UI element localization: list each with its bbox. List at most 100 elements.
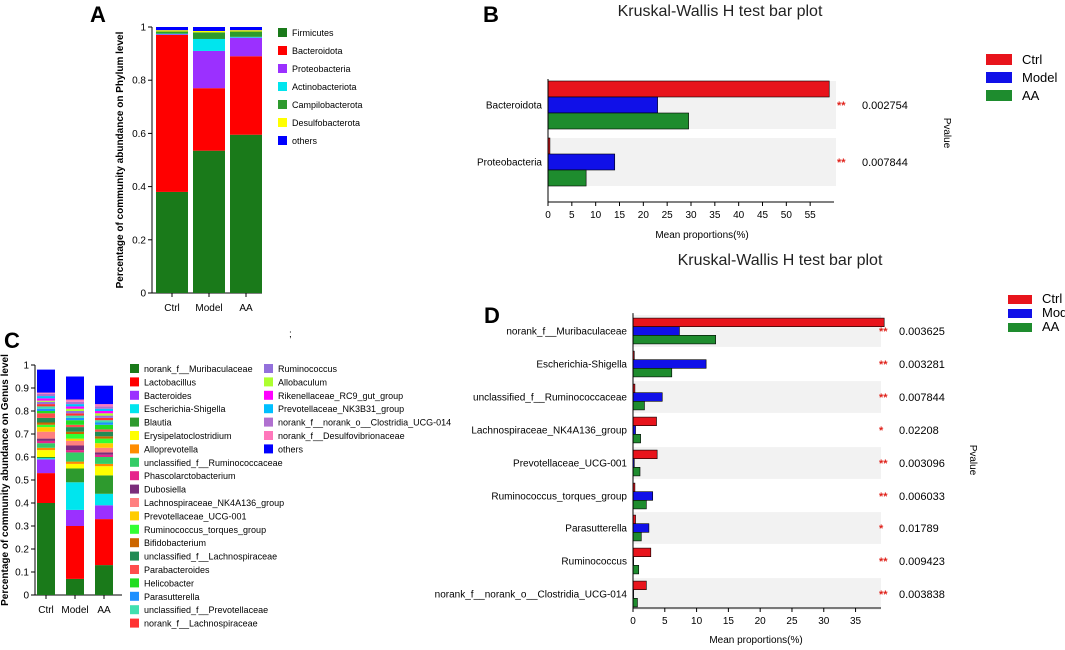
chart-d-x-tick-label: 15 (723, 616, 735, 627)
chart-c-legend-label-ruminococcus: Ruminococcus (278, 364, 338, 374)
chart-d-significance: ** (879, 491, 888, 503)
chart-b-x-tick-label: 50 (781, 210, 793, 221)
chart-c-legend-swatch-others (264, 444, 273, 454)
chart-c-legend-swatch-bifidobacterium (130, 538, 139, 548)
chart-a-legend-swatch-campilobacterota (278, 100, 287, 109)
chart-c-y-tick-label: 1 (23, 361, 29, 372)
panel-letter-a: A (90, 2, 106, 27)
chart-a-bar-aa-others (230, 27, 262, 31)
chart-d-legend-swatch-aa (1008, 323, 1032, 332)
chart-c-bar-ctrl-ruminococcus-torques-group (37, 424, 55, 428)
chart-c-legend-label-unclassified-f-ruminococcaceae: unclassified_f__Ruminococcaceae (144, 458, 283, 468)
chart-a-legend-swatch-bacteroidota (278, 46, 287, 55)
chart-c-bar-model-parasutterella (66, 417, 84, 421)
chart-c-bar-model-lactobacillus (66, 526, 84, 579)
chart-c-y-tick-label: 0.2 (15, 545, 29, 556)
chart-b-x-tick-label: 55 (805, 210, 817, 221)
chart-a-bar-aa-proteobacteria (230, 37, 262, 57)
chart-d-row-band (633, 381, 881, 413)
chart-b-x-tick-label: 15 (614, 210, 626, 221)
chart-d-category-label: norank_f__norank_o__Clostridia_UCG-014 (435, 590, 628, 601)
chart-c-bar-model-prevotellaceae-nk3b31-group (66, 404, 84, 407)
chart-b-legend-label-model: Model (1022, 70, 1058, 85)
chart-b-legend-label-ctrl: Ctrl (1022, 52, 1042, 67)
chart-d-significance: ** (879, 326, 888, 338)
chart-c-bar-model-bacteroides (66, 509, 84, 526)
chart-d-legend-label-aa: AA (1042, 319, 1060, 334)
chart-b-significance: ** (837, 100, 846, 112)
chart-c-x-tick-label: Model (61, 605, 88, 616)
chart-d-category-label: Ruminococcus (561, 557, 627, 568)
chart-c-bar-aa-dubosiella (95, 452, 113, 455)
chart-a-y-tick-label: 1 (140, 23, 146, 34)
chart-c-bar-ctrl-unclassified-f-lachnospiraceae (37, 417, 55, 423)
chart-c-bar-aa-allobaculum (95, 413, 113, 416)
chart-c-y-tick-label: 0.9 (15, 384, 29, 395)
chart-c-legend-label-alloprevotella: Alloprevotella (144, 444, 198, 454)
chart-d-pvalue: 0.003625 (899, 326, 945, 338)
chart-b-x-tick-label: 10 (590, 210, 602, 221)
chart-c-bar-model-norank-f-norank-o-clostridia-ucg-014 (66, 401, 84, 405)
chart-c-y-tick-label: 0.8 (15, 407, 29, 418)
chart-d-x-tick-label: 10 (691, 616, 703, 627)
chart-d-bar-ruminococcus-aa (632, 564, 640, 575)
chart-a-bar-ctrl-proteobacteria (156, 34, 188, 35)
chart-c-bar-aa-unclassified-f-lachnospiraceae (95, 431, 113, 437)
chart-c-y-tick-label: 0.3 (15, 522, 29, 533)
chart-c-legend-swatch-erysipelatoclostridium (130, 431, 139, 440)
chart-d-x-tick-label: 30 (818, 616, 830, 627)
chart-a-bar-ctrl-others (156, 27, 188, 31)
chart-d-x-tick-label: 5 (662, 616, 668, 627)
chart-b-x-tick-label: 5 (569, 210, 575, 221)
chart-c-legend-label-lactobacillus: Lactobacillus (144, 377, 197, 387)
chart-a-legend-swatch-others (278, 136, 287, 145)
chart-c-bar-model-ruminococcus-torques-group (66, 434, 84, 439)
chart-c-legend-label-unclassified-f-lachnospiraceae: unclassified_f__Lachnospiraceae (144, 552, 277, 562)
chart-a-bar-model-bacteroidota (193, 88, 225, 151)
chart-c-legend-label-allobaculum: Allobaculum (278, 377, 327, 387)
chart-a-legend-swatch-desulfobacterota (278, 118, 287, 127)
chart-c-legend-label-lachnospiraceae-nk4a136-group: Lachnospiraceae_NK4A136_group (144, 498, 284, 508)
chart-c-y-tick-label: 0.5 (15, 476, 29, 487)
chart-c-legend-label-prevotellaceae-ucg-001: Prevotellaceae_UCG-001 (144, 511, 247, 521)
chart-a-legend-label-proteobacteria: Proteobacteria (292, 64, 351, 74)
chart-d-row-band (633, 578, 881, 610)
chart-d-pvalue: 0.007844 (899, 392, 945, 404)
chart-c-legend-label-blautia: Blautia (144, 418, 172, 428)
chart-b-pvalue: 0.002754 (862, 100, 908, 112)
chart-c-bar-model-alloprevotella (66, 461, 84, 464)
chart-d-x-tick-label: 35 (850, 616, 862, 627)
chart-c-bar-aa-erysipelatoclostridium (95, 466, 113, 476)
chart-c-bar-ctrl-norank-f-norank-o-clostridia-ucg-014 (37, 393, 55, 397)
chart-c-legend-swatch-prevotellaceae-ucg-001 (130, 511, 139, 521)
chart-c-bar-model-phascolarctobacterium (66, 450, 84, 453)
chart-c-legend-swatch-ruminococcus (264, 364, 273, 373)
chart-b-x-label: Mean proportions(%) (655, 230, 748, 241)
chart-c-bar-aa-norank-f-muribaculaceae (95, 565, 113, 595)
chart-c-bar-aa-norank-f-norank-o-clostridia-ucg-014 (95, 406, 113, 409)
chart-a-y-tick-label: 0.2 (132, 235, 146, 246)
chart-a-y-tick-label: 0.6 (132, 129, 146, 140)
chart-d-category-label: unclassified_f__Ruminococcaceae (473, 393, 627, 404)
chart-c-x-tick-label: Ctrl (38, 605, 54, 616)
chart-d-row-band (633, 512, 881, 544)
chart-c-y-label: Percentage of community abundance on Gen… (0, 354, 11, 606)
chart-d-category-label: Escherichia-Shigella (536, 360, 627, 371)
chart-c-legend-label-norank-f-lachnospiraceae: norank_f__Lachnospiraceae (144, 619, 258, 629)
chart-c-legend-swatch-lactobacillus (130, 377, 139, 387)
chart-a-bar-aa-desulfobacterota (230, 30, 262, 32)
chart-c-bar-ctrl-escherichia-shigella (37, 458, 55, 460)
chart-c-legend-label-parasutterella: Parasutterella (144, 592, 200, 602)
chart-c-bar-ctrl-norank-f-desulfovibrionaceae (37, 392, 55, 394)
chart-c-bar-ctrl-bacteroides (37, 459, 55, 474)
chart-c-bar-aa-ruminococcus (95, 415, 113, 418)
chart-c-y-tick-label: 0.7 (15, 430, 29, 441)
chart-d-pvalue: 0.003096 (899, 458, 945, 470)
chart-c-bar-ctrl-others (37, 369, 55, 393)
chart-a-x-tick-label: Ctrl (164, 303, 180, 314)
chart-c-bar-model-erysipelatoclostridium (66, 463, 84, 469)
chart-a-bar-aa-actinobacteriota (230, 36, 262, 38)
chart-c-bar-ctrl-parasutterella (37, 408, 55, 411)
chart-a-bar-model-firmicutes (193, 150, 225, 293)
chart-d-bar-escherichia-shigella-aa (632, 367, 673, 378)
